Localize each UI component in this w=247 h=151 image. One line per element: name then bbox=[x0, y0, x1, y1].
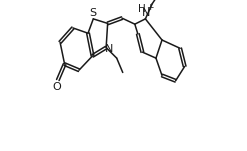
Text: H: H bbox=[138, 4, 145, 14]
Text: S: S bbox=[90, 8, 97, 18]
Text: N: N bbox=[142, 8, 150, 18]
Text: O: O bbox=[53, 82, 62, 92]
Text: N: N bbox=[105, 44, 113, 54]
Text: +: + bbox=[146, 3, 154, 12]
